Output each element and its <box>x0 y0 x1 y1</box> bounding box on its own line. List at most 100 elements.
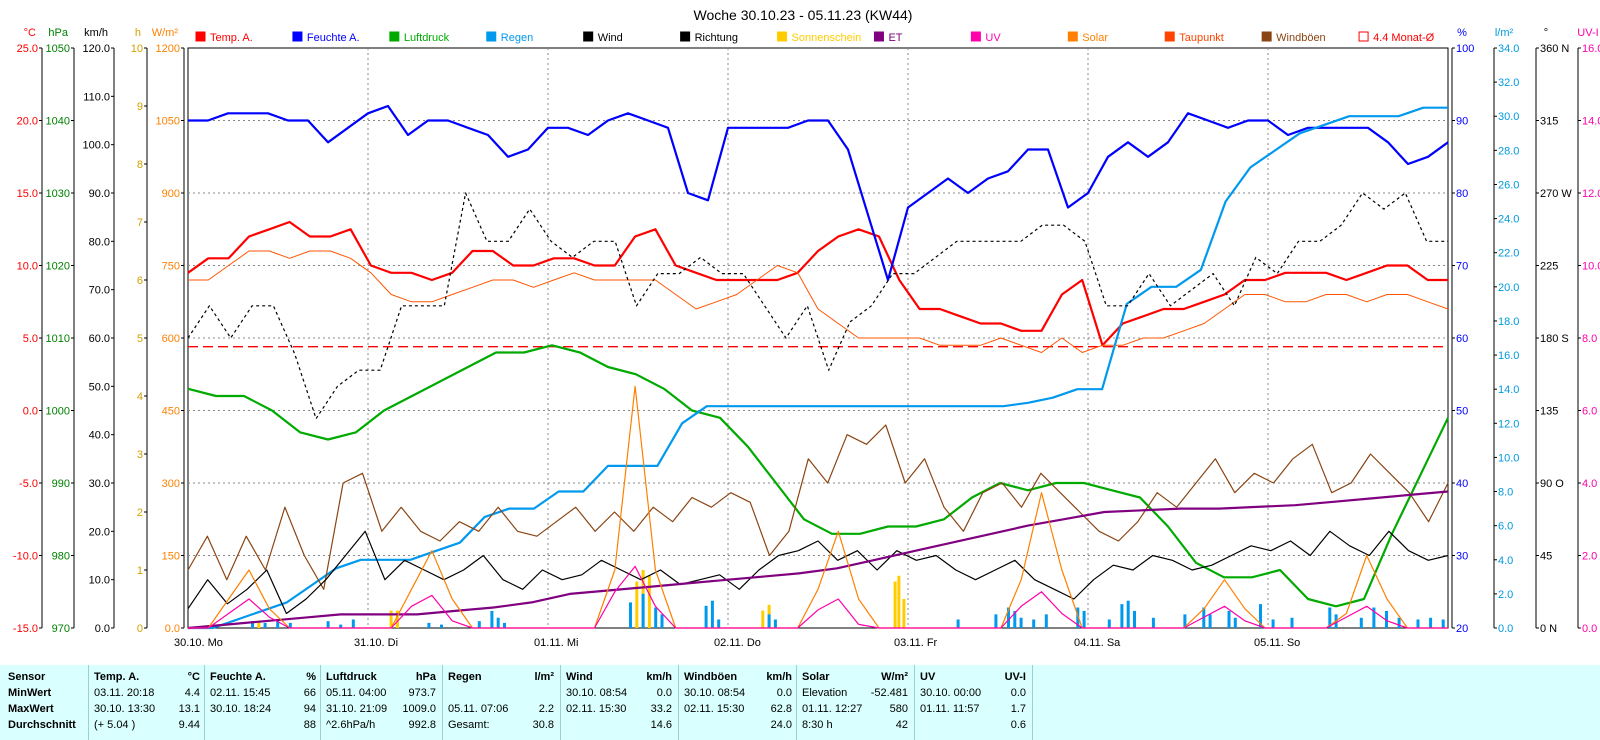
left-tick-label: 30.0 <box>89 478 110 490</box>
legend-swatch <box>389 31 400 42</box>
luftdruck-header: Luftdruck <box>326 671 377 683</box>
series-line <box>188 565 1448 629</box>
left-axis-unit: °C <box>24 27 36 39</box>
x-axis-labels: 30.10. Mo 31.10. Di 01.11. Mi 02.11. Do 03.1… <box>174 637 1300 649</box>
right-tick-label: 2.0 <box>1582 551 1597 563</box>
left-tick-label: 1 <box>137 565 143 577</box>
luftdruck-max-val: 1009.0 <box>402 703 436 715</box>
left-tick-label: 90.0 <box>89 188 110 200</box>
bar <box>641 593 645 628</box>
uv-avg-val: 0.6 <box>1010 719 1026 731</box>
left-tick-label: 60.0 <box>89 333 110 345</box>
right-tick-label: 6.0 <box>1498 521 1513 533</box>
right-axis-unit: UV-I <box>1577 27 1598 39</box>
right-tick-label: 10.0 <box>1582 261 1600 273</box>
x-tick-label: 31.10. Di <box>354 637 398 649</box>
left-tick-label: 970 <box>52 623 70 635</box>
wind-max-time: 02.11. 15:30 <box>566 703 627 715</box>
right-tick-label: 20.0 <box>1498 282 1519 294</box>
left-tick-label: 450 <box>162 406 180 418</box>
bar <box>351 619 355 628</box>
luftdruck-min-time: 05.11. 04:00 <box>326 687 387 699</box>
bar <box>1013 610 1017 628</box>
left-tick-label: -15.0 <box>13 623 38 635</box>
right-tick-label: 4.0 <box>1582 478 1597 490</box>
stats-uv-col: UV UV-I 30.10. 00:00 0.0 01.11. 11:57 1.7 0… <box>920 669 1026 733</box>
uv-min-val: 0.0 <box>1010 687 1026 699</box>
bar <box>1372 607 1376 628</box>
feuchte-max-val: 94 <box>303 703 316 715</box>
bar <box>395 610 399 628</box>
regen-sum-val: 30.8 <box>532 719 554 731</box>
legend-label: Luftdruck <box>404 32 450 44</box>
left-tick-label: 110.0 <box>83 91 110 103</box>
bar <box>893 581 897 628</box>
right-tick-label: 40 <box>1456 478 1468 490</box>
wind-max-val: 33.2 <box>650 703 672 715</box>
chart-title: Woche 30.10.23 - 05.11.23 (KW44) <box>694 7 913 23</box>
boeen-min-val: 0.0 <box>776 687 792 699</box>
right-tick-label: 90 <box>1456 116 1468 128</box>
right-tick-label: 12.0 <box>1582 188 1600 200</box>
feuchte-min-time: 02.11. 15:45 <box>210 687 271 699</box>
uv-min-time: 30.10. 00:00 <box>920 687 982 699</box>
left-tick-label: 0.0 <box>95 623 110 635</box>
bar <box>1227 610 1231 628</box>
legend-label: UV <box>985 32 1001 44</box>
x-tick-label: 02.11. Do <box>714 637 761 649</box>
right-tick-label: 45 <box>1540 551 1552 563</box>
bar <box>276 619 280 628</box>
bar <box>1044 614 1048 628</box>
series-line <box>187 530 1449 615</box>
x-tick-label: 30.10. Mo <box>174 637 223 649</box>
feuchte-header: Feuchte A. <box>210 671 266 683</box>
bar <box>717 619 721 628</box>
luftdruck-avg-note: ^2.6hPa/h <box>326 719 376 731</box>
bar <box>1208 614 1212 628</box>
bar <box>956 619 960 628</box>
bar <box>629 602 632 628</box>
legend-swatch <box>1358 31 1369 42</box>
luftdruck-unit: hPa <box>415 671 436 683</box>
right-axis-unit: % <box>1457 27 1467 39</box>
solar-min-val: -52.481 <box>870 687 908 699</box>
left-tick-label: 0.0 <box>23 406 38 418</box>
right-tick-label: 50 <box>1456 406 1468 418</box>
right-tick-label: 8.0 <box>1498 487 1513 499</box>
left-tick-label: 1020 <box>46 261 70 273</box>
left-axes: °C25.020.015.010.05.00.0-5.0-10.0-15.0hP… <box>13 27 185 635</box>
left-tick-label: 50.0 <box>89 381 110 393</box>
regen-unit: l/m² <box>534 671 554 683</box>
sensor-header: Sensor <box>8 671 46 683</box>
left-tick-label: 600 <box>162 333 180 345</box>
stats-regen-col: Regen l/m² 05.11. 07:06 2.2 Gesamt: 30.8 <box>448 669 554 733</box>
left-tick-label: 10.0 <box>89 575 110 587</box>
boeen-header: Windböen <box>684 671 738 683</box>
legend-swatch <box>777 31 788 42</box>
bar-series <box>251 570 1445 628</box>
left-tick-label: 7 <box>137 217 143 229</box>
left-tick-label: 80.0 <box>89 236 110 248</box>
feuchte-avg-val: 88 <box>303 719 316 731</box>
legend-swatch <box>970 31 981 42</box>
right-tick-label: 360 N <box>1540 43 1569 55</box>
left-tick-label: -5.0 <box>19 478 38 490</box>
right-tick-label: 30.0 <box>1498 111 1519 123</box>
x-tick-label: 05.11. So <box>1254 637 1300 649</box>
right-tick-label: 0.0 <box>1498 623 1513 635</box>
stats-temp-col: Temp. A. °C 03.11. 20:18 4.4 30.10. 13:30 1… <box>94 669 200 733</box>
left-tick-label: 5 <box>137 333 143 345</box>
bar <box>339 624 343 628</box>
bar <box>427 622 431 628</box>
left-tick-label: 70.0 <box>89 285 110 297</box>
bar <box>257 622 261 628</box>
bar <box>660 614 664 628</box>
stats-wind-col: Wind km/h 30.10. 08:54 0.0 02.11. 15:30 33.… <box>566 669 672 733</box>
row-avg-label: Durchschnitt <box>8 719 76 731</box>
right-tick-label: 270 W <box>1540 188 1572 200</box>
left-tick-label: 25.0 <box>17 43 38 55</box>
stats-boeen-col: Windböen km/h 30.10. 08:54 0.0 02.11. 15:3… <box>684 669 792 733</box>
legend-swatch <box>195 31 206 42</box>
legend-label: Wind <box>598 32 623 44</box>
left-tick-label: 750 <box>162 261 180 273</box>
